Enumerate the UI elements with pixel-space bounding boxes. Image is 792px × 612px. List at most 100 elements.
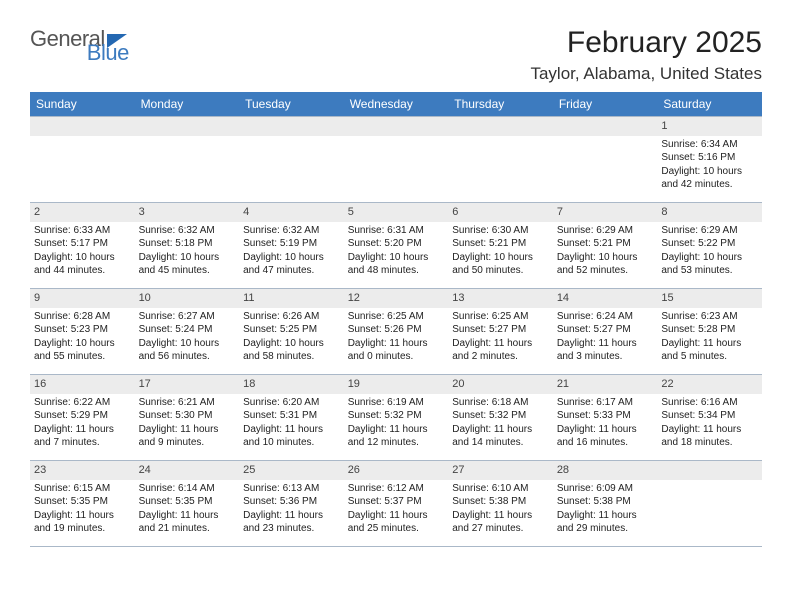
day-details: Sunrise: 6:20 AMSunset: 5:31 PMDaylight:… [243, 396, 340, 450]
day-number: 1 [657, 117, 762, 136]
weekday-header: Sunday [30, 92, 135, 117]
day-number [239, 117, 344, 136]
day-number: 18 [239, 375, 344, 394]
day-number [448, 117, 553, 136]
day-number: 13 [448, 289, 553, 308]
calendar-cell: 21 Sunrise: 6:17 AMSunset: 5:33 PMDayligh… [553, 375, 658, 461]
day-number: 16 [30, 375, 135, 394]
day-details: Sunrise: 6:26 AMSunset: 5:25 PMDaylight:… [243, 310, 340, 364]
calendar-cell: 26 Sunrise: 6:12 AMSunset: 5:37 PMDayligh… [344, 461, 449, 547]
calendar-cell [344, 117, 449, 203]
day-number: 5 [344, 203, 449, 222]
weekday-header: Tuesday [239, 92, 344, 117]
calendar-cell: 1 Sunrise: 6:34 AMSunset: 5:16 PMDaylight… [657, 117, 762, 203]
day-number: 10 [135, 289, 240, 308]
day-details: Sunrise: 6:16 AMSunset: 5:34 PMDaylight:… [661, 396, 758, 450]
day-details: Sunrise: 6:13 AMSunset: 5:36 PMDaylight:… [243, 482, 340, 536]
calendar-row: 1 Sunrise: 6:34 AMSunset: 5:16 PMDaylight… [30, 117, 762, 203]
day-number: 4 [239, 203, 344, 222]
day-number [553, 117, 658, 136]
calendar-cell: 7 Sunrise: 6:29 AMSunset: 5:21 PMDaylight… [553, 203, 658, 289]
day-number: 9 [30, 289, 135, 308]
weekday-header: Friday [553, 92, 658, 117]
calendar-cell: 11 Sunrise: 6:26 AMSunset: 5:25 PMDayligh… [239, 289, 344, 375]
day-number: 2 [30, 203, 135, 222]
day-number: 20 [448, 375, 553, 394]
calendar-cell: 19Sunrise: 6:19 AMSunset: 5:32 PMDayligh… [344, 375, 449, 461]
day-number: 7 [553, 203, 658, 222]
calendar-cell [553, 117, 658, 203]
weekday-header: Thursday [448, 92, 553, 117]
day-number: 24 [135, 461, 240, 480]
day-number: 21 [553, 375, 658, 394]
day-details: Sunrise: 6:14 AMSunset: 5:35 PMDaylight:… [139, 482, 236, 536]
day-details: Sunrise: 6:32 AMSunset: 5:19 PMDaylight:… [243, 224, 340, 278]
calendar-cell: 13 Sunrise: 6:25 AMSunset: 5:27 PMDayligh… [448, 289, 553, 375]
calendar-cell: 25Sunrise: 6:13 AMSunset: 5:36 PMDayligh… [239, 461, 344, 547]
weekday-header: Monday [135, 92, 240, 117]
day-details: Sunrise: 6:21 AMSunset: 5:30 PMDaylight:… [139, 396, 236, 450]
day-number: 12 [344, 289, 449, 308]
day-details: Sunrise: 6:33 AMSunset: 5:17 PMDaylight:… [34, 224, 131, 278]
day-number: 3 [135, 203, 240, 222]
calendar-cell: 9Sunrise: 6:28 AMSunset: 5:23 PMDaylight… [30, 289, 135, 375]
day-number [657, 461, 762, 480]
day-number: 15 [657, 289, 762, 308]
day-details: Sunrise: 6:12 AMSunset: 5:37 PMDaylight:… [348, 482, 445, 536]
calendar-cell: 27 Sunrise: 6:10 AMSunset: 5:38 PMDayligh… [448, 461, 553, 547]
day-details: Sunrise: 6:25 AMSunset: 5:26 PMDaylight:… [348, 310, 445, 364]
day-number: 27 [448, 461, 553, 480]
calendar-cell [448, 117, 553, 203]
weekday-header-row: Sunday Monday Tuesday Wednesday Thursday… [30, 92, 762, 117]
calendar-cell: 24 Sunrise: 6:14 AMSunset: 5:35 PMDayligh… [135, 461, 240, 547]
day-details: Sunrise: 6:15 AMSunset: 5:35 PMDaylight:… [34, 482, 131, 536]
day-number [135, 117, 240, 136]
day-details: Sunrise: 6:10 AMSunset: 5:38 PMDaylight:… [452, 482, 549, 536]
day-details: Sunrise: 6:23 AMSunset: 5:28 PMDaylight:… [661, 310, 758, 364]
day-number: 6 [448, 203, 553, 222]
day-details: Sunrise: 6:29 AMSunset: 5:22 PMDaylight:… [661, 224, 758, 278]
calendar-cell: 6 Sunrise: 6:30 AMSunset: 5:21 PMDaylight… [448, 203, 553, 289]
calendar-cell: 20 Sunrise: 6:18 AMSunset: 5:32 PMDayligh… [448, 375, 553, 461]
calendar-cell: 23 Sunrise: 6:15 AMSunset: 5:35 PMDayligh… [30, 461, 135, 547]
calendar-cell [135, 117, 240, 203]
calendar-row: 9Sunrise: 6:28 AMSunset: 5:23 PMDaylight… [30, 289, 762, 375]
day-details: Sunrise: 6:34 AMSunset: 5:16 PMDaylight:… [661, 138, 758, 192]
logo-text-blue: Blue [87, 40, 129, 66]
day-details: Sunrise: 6:29 AMSunset: 5:21 PMDaylight:… [557, 224, 654, 278]
day-details: Sunrise: 6:17 AMSunset: 5:33 PMDaylight:… [557, 396, 654, 450]
calendar-cell: 12 Sunrise: 6:25 AMSunset: 5:26 PMDayligh… [344, 289, 449, 375]
day-number: 22 [657, 375, 762, 394]
day-number: 26 [344, 461, 449, 480]
calendar-cell: 16Sunrise: 6:22 AMSunset: 5:29 PMDayligh… [30, 375, 135, 461]
calendar-cell: 18 Sunrise: 6:20 AMSunset: 5:31 PMDayligh… [239, 375, 344, 461]
day-details: Sunrise: 6:09 AMSunset: 5:38 PMDaylight:… [557, 482, 654, 536]
day-details: Sunrise: 6:25 AMSunset: 5:27 PMDaylight:… [452, 310, 549, 364]
day-number: 17 [135, 375, 240, 394]
day-details: Sunrise: 6:24 AMSunset: 5:27 PMDaylight:… [557, 310, 654, 364]
day-number: 19 [344, 375, 449, 394]
calendar-row: 16Sunrise: 6:22 AMSunset: 5:29 PMDayligh… [30, 375, 762, 461]
header: General Blue February 2025 Taylor, Alaba… [30, 26, 762, 84]
day-number: 8 [657, 203, 762, 222]
location: Taylor, Alabama, United States [530, 64, 762, 84]
weekday-header: Saturday [657, 92, 762, 117]
day-number [344, 117, 449, 136]
day-details: Sunrise: 6:31 AMSunset: 5:20 PMDaylight:… [348, 224, 445, 278]
day-number: 23 [30, 461, 135, 480]
calendar-row: 2 Sunrise: 6:33 AMSunset: 5:17 PMDaylight… [30, 203, 762, 289]
day-number: 11 [239, 289, 344, 308]
day-details: Sunrise: 6:18 AMSunset: 5:32 PMDaylight:… [452, 396, 549, 450]
calendar-cell: 28 Sunrise: 6:09 AMSunset: 5:38 PMDayligh… [553, 461, 658, 547]
calendar-row: 23 Sunrise: 6:15 AMSunset: 5:35 PMDayligh… [30, 461, 762, 547]
weekday-header: Wednesday [344, 92, 449, 117]
calendar-cell [30, 117, 135, 203]
calendar-cell: 8 Sunrise: 6:29 AMSunset: 5:22 PMDaylight… [657, 203, 762, 289]
calendar-cell: 2 Sunrise: 6:33 AMSunset: 5:17 PMDaylight… [30, 203, 135, 289]
day-details: Sunrise: 6:30 AMSunset: 5:21 PMDaylight:… [452, 224, 549, 278]
calendar-cell [657, 461, 762, 547]
day-number: 28 [553, 461, 658, 480]
calendar-cell: 14Sunrise: 6:24 AMSunset: 5:27 PMDayligh… [553, 289, 658, 375]
calendar-cell: 17 Sunrise: 6:21 AMSunset: 5:30 PMDayligh… [135, 375, 240, 461]
month-title: February 2025 [530, 26, 762, 60]
